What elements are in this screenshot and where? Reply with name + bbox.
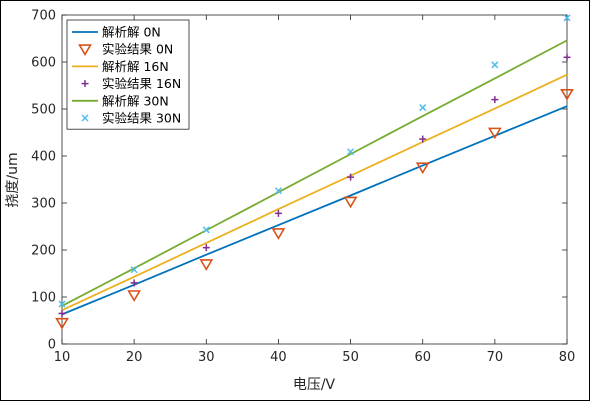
legend-box bbox=[66, 19, 190, 130]
legend-item: 解析解 0N bbox=[72, 25, 161, 40]
y-tick-label: 700 bbox=[31, 9, 56, 24]
x-tick-label: 60 bbox=[414, 350, 431, 365]
data-point bbox=[55, 317, 69, 330]
legend-swatch-marker bbox=[78, 44, 92, 57]
data-point bbox=[419, 135, 427, 143]
y-tick-label: 500 bbox=[31, 103, 56, 118]
series-line bbox=[61, 39, 568, 307]
legend-item: 解析解 30N bbox=[72, 93, 169, 108]
y-tick-label: 600 bbox=[31, 56, 56, 71]
x-tick-label: 20 bbox=[126, 350, 143, 365]
legend-label: 解析解 0N bbox=[102, 25, 161, 40]
x-b bbox=[58, 300, 66, 308]
x-b bbox=[81, 114, 89, 122]
series-0 bbox=[61, 105, 568, 316]
series-line bbox=[61, 105, 568, 316]
x-tick-label: 80 bbox=[559, 350, 576, 365]
data-point bbox=[202, 226, 210, 234]
x-axis-label: 电压/V bbox=[293, 377, 336, 393]
y-tick-label: 100 bbox=[31, 291, 56, 306]
series-layer bbox=[55, 14, 574, 330]
x-axis: 10 20 30 40 50 60 70 80 bbox=[54, 15, 576, 365]
y-axis: 0 100 200 300 400 500 600 700 bbox=[31, 9, 567, 353]
data-point bbox=[58, 300, 66, 308]
series-1 bbox=[55, 89, 574, 330]
data-point bbox=[563, 14, 571, 22]
series-2 bbox=[61, 73, 568, 311]
data-point bbox=[130, 279, 138, 287]
x-tick-label: 70 bbox=[487, 350, 504, 365]
data-point bbox=[127, 290, 142, 302]
data-point bbox=[343, 196, 358, 209]
x-tick-label: 10 bbox=[54, 350, 71, 365]
y-tick-label: 300 bbox=[31, 197, 56, 212]
x-b bbox=[130, 266, 138, 274]
legend-label: 解析解 16N bbox=[102, 59, 169, 74]
legend: 解析解 0N 实验结果 0N 解析解 16N 实验结果 16N 解析解 30N 实验结果 … bbox=[66, 19, 190, 130]
legend-label: 解析解 30N bbox=[102, 93, 169, 108]
legend-item: 解析解 16N bbox=[72, 59, 169, 74]
legend-swatch-marker bbox=[81, 114, 89, 122]
x-tick-label: 50 bbox=[342, 350, 359, 365]
legend-item: 实验结果 30N bbox=[81, 111, 181, 126]
y-axis-label: 挠度/um bbox=[5, 152, 21, 207]
data-point bbox=[563, 53, 571, 61]
data-point bbox=[271, 228, 286, 240]
data-point bbox=[347, 173, 355, 181]
data-point bbox=[199, 259, 214, 271]
x-tick-label: 40 bbox=[270, 350, 287, 365]
legend-label: 实验结果 0N bbox=[102, 42, 173, 57]
legend-swatch-marker bbox=[81, 80, 89, 88]
series-5 bbox=[58, 14, 571, 308]
data-point bbox=[560, 89, 574, 101]
x-b bbox=[563, 14, 571, 22]
series-3 bbox=[58, 53, 571, 317]
data-point bbox=[487, 127, 502, 140]
x-tick-label: 30 bbox=[198, 350, 215, 365]
series-4 bbox=[61, 39, 568, 307]
x-b bbox=[347, 148, 355, 156]
y-tick-label: 400 bbox=[31, 150, 56, 165]
x-b bbox=[274, 187, 282, 195]
y-tick-label: 0 bbox=[48, 338, 56, 353]
series-line bbox=[61, 73, 568, 311]
data-point bbox=[58, 309, 66, 317]
data-point bbox=[415, 162, 430, 175]
data-point bbox=[347, 148, 355, 156]
data-point bbox=[274, 209, 282, 217]
legend-item: 实验结果 16N bbox=[81, 76, 181, 91]
x-b bbox=[419, 104, 427, 112]
data-point bbox=[274, 187, 282, 195]
data-point bbox=[491, 96, 499, 104]
x-b bbox=[202, 226, 210, 234]
data-point bbox=[130, 266, 138, 274]
y-tick-label: 200 bbox=[31, 244, 56, 259]
x-b bbox=[491, 61, 499, 69]
data-point bbox=[419, 104, 427, 112]
legend-item: 实验结果 0N bbox=[78, 42, 173, 57]
data-point bbox=[202, 244, 210, 252]
data-point bbox=[491, 61, 499, 69]
legend-label: 实验结果 30N bbox=[102, 111, 181, 126]
legend-label: 实验结果 16N bbox=[102, 76, 181, 91]
